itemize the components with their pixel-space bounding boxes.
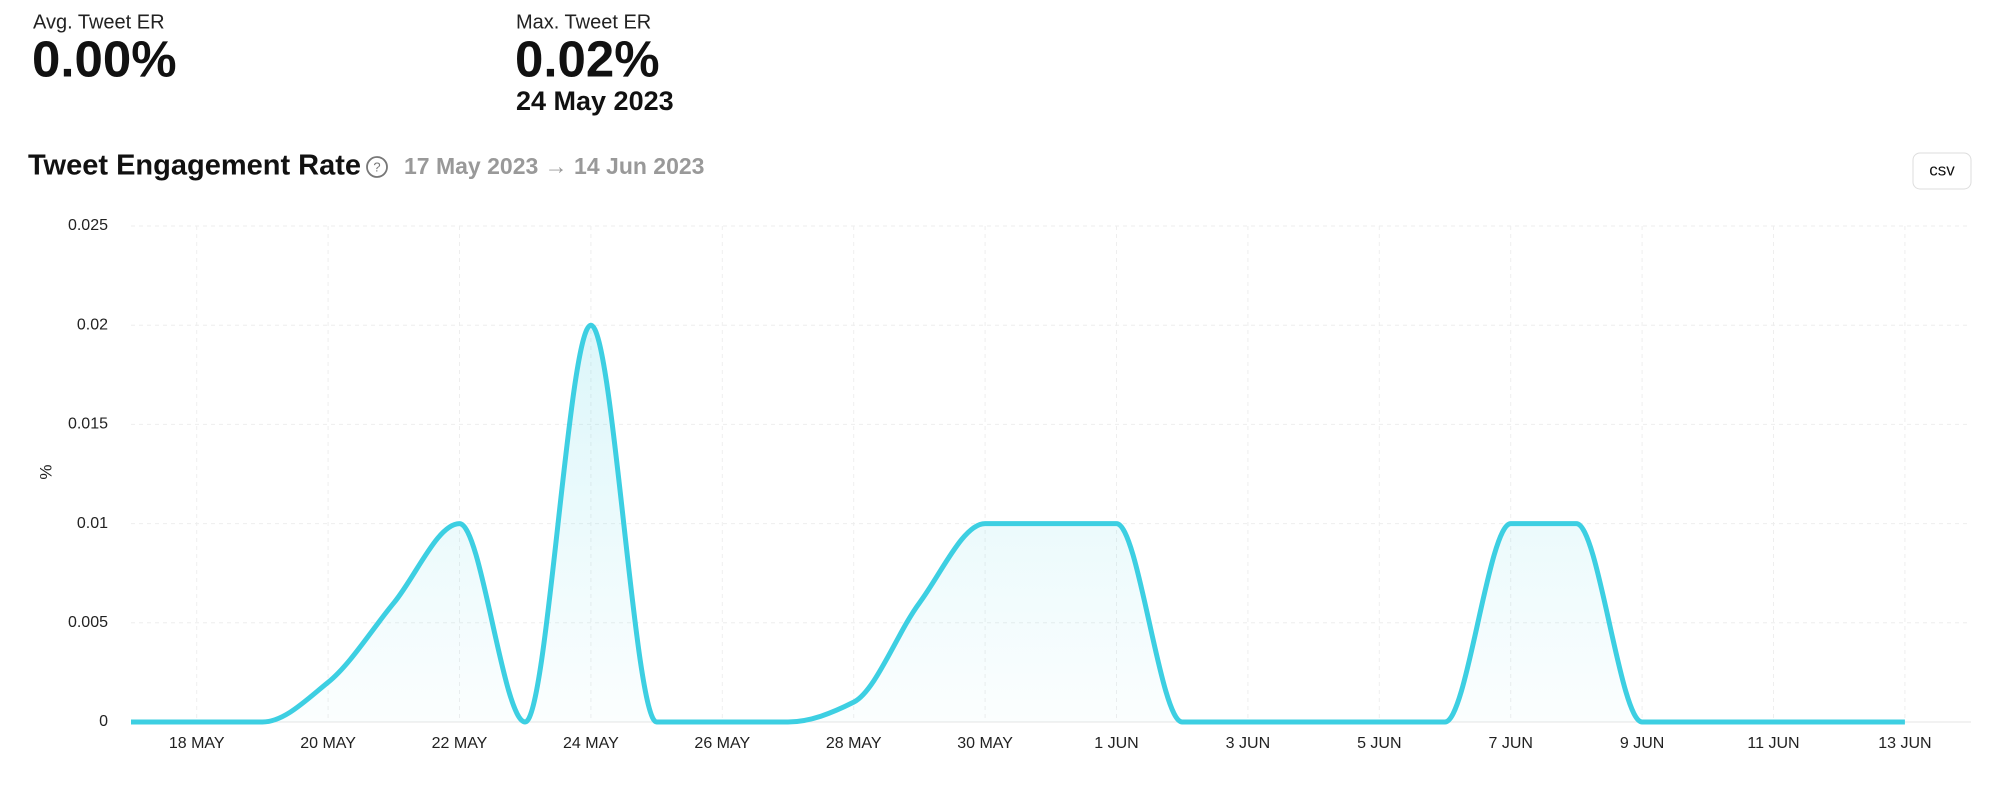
x-tick-label: 28 MAY — [826, 735, 882, 752]
y-tick-label: 0.02 — [77, 316, 108, 333]
x-tick-label: 7 JUN — [1488, 735, 1532, 752]
x-tick-label: 30 MAY — [957, 735, 1013, 752]
stat-label: Avg. Tweet ER — [33, 11, 165, 33]
x-tick-label: 13 JUN — [1878, 735, 1931, 752]
x-tick-label: 9 JUN — [1620, 735, 1664, 752]
help-icon[interactable]: ? — [366, 156, 388, 178]
stat-value: 0.00% — [32, 30, 177, 87]
chart-subtitle: 17 May 2023 → 14 Jun 2023 — [404, 153, 704, 179]
y-tick-label: 0.015 — [68, 416, 108, 433]
x-tick-label: 22 MAY — [432, 735, 488, 752]
csv-button-label[interactable]: csv — [1929, 160, 1955, 179]
chart-title: Tweet Engagement Rate — [28, 150, 361, 182]
y-tick-label: 0.025 — [68, 217, 108, 234]
x-tick-label: 18 MAY — [169, 735, 225, 752]
x-tick-label: 5 JUN — [1357, 735, 1401, 752]
y-tick-label: 0 — [99, 713, 108, 730]
x-tick-label: 24 MAY — [563, 735, 619, 752]
svg-text:?: ? — [373, 159, 380, 174]
x-tick-label: 26 MAY — [694, 735, 750, 752]
y-axis-label: % — [36, 464, 55, 479]
stat-label: Max. Tweet ER — [516, 11, 651, 33]
x-tick-label: 3 JUN — [1226, 735, 1270, 752]
x-tick-label: 11 JUN — [1747, 735, 1799, 752]
stat-value: 0.02% — [515, 30, 660, 87]
x-tick-label: 20 MAY — [300, 735, 356, 752]
stat-date: 24 May 2023 — [516, 86, 674, 116]
csv-button[interactable] — [1912, 152, 1972, 190]
y-tick-label: 0.01 — [77, 515, 108, 532]
line — [131, 322, 1905, 725]
y-tick-label: 0.005 — [68, 614, 108, 631]
x-tick-label: 1 JUN — [1094, 735, 1138, 752]
